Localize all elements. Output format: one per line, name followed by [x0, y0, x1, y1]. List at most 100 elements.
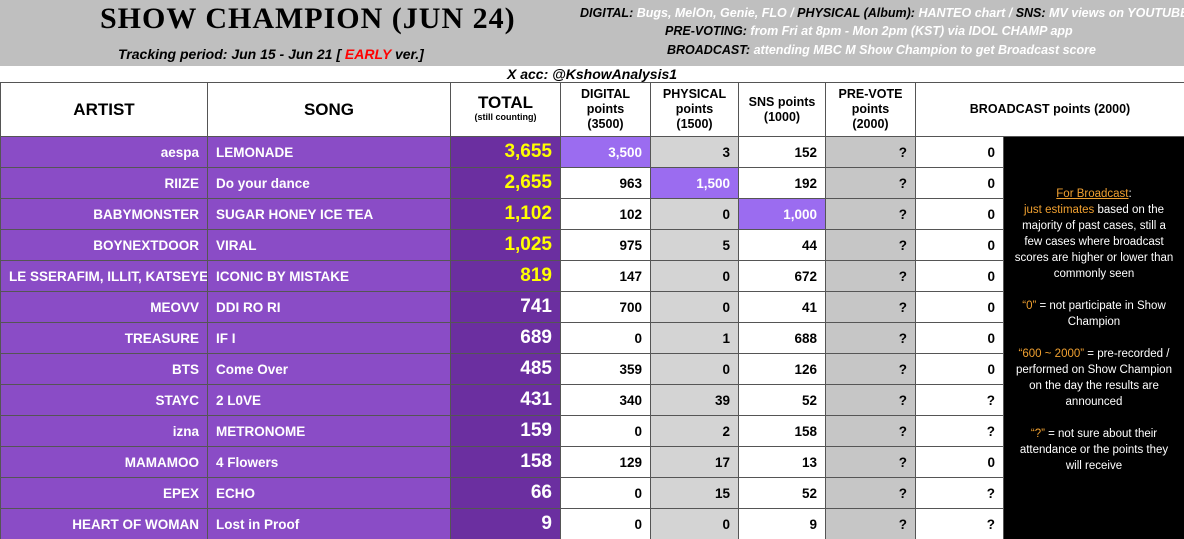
total-cell: 485: [450, 353, 561, 385]
note-line: DIGITAL: Bugs, MelOn, Genie, FLO / PHYSI…: [580, 6, 1184, 20]
header-line: (2000): [852, 117, 889, 131]
text-segment: “600 ~ 2000”: [1018, 348, 1085, 360]
artist-cell: MAMAMOO: [0, 446, 208, 478]
sns-cell: 672: [738, 260, 826, 292]
header-line: BROADCAST points (2000): [969, 102, 1131, 116]
prevote-cell: ?: [825, 229, 916, 261]
text-segment: :: [1128, 188, 1132, 200]
table-row: MEOVV DDI RO RI 741 700 0 41? 0: [0, 291, 1184, 323]
broadcast-cell: 0: [915, 353, 1004, 385]
column-header: DIGITAL points (3500): [560, 82, 651, 137]
prevote-cell: ?: [825, 477, 916, 509]
total-cell: 431: [450, 384, 561, 416]
physical-cell: 1: [650, 322, 739, 354]
prevote-cell: ?: [825, 446, 916, 478]
broadcast-cell: ?: [915, 508, 1004, 539]
song-cell: IF I: [207, 322, 451, 354]
physical-cell: 5: [650, 229, 739, 261]
total-cell: 741: [450, 291, 561, 323]
digital-cell: 147: [560, 260, 651, 292]
text-segment: BROADCAST:: [667, 43, 754, 57]
prevote-cell: ?: [825, 260, 916, 292]
song-cell: Lost in Proof: [207, 508, 451, 539]
text-segment: Bugs, MelOn, Genie, FLO /: [636, 6, 798, 20]
physical-cell: 3: [650, 136, 739, 168]
physical-cell: 0: [650, 260, 739, 292]
artist-cell: BOYNEXTDOOR: [0, 229, 208, 261]
digital-cell: 975: [560, 229, 651, 261]
broadcast-cell: 0: [915, 291, 1004, 323]
physical-cell: 17: [650, 446, 739, 478]
artist-cell: LE SSERAFIM, ILLIT, KATSEYE: [0, 260, 208, 292]
sns-cell: 152: [738, 136, 826, 168]
physical-cell: 0: [650, 291, 739, 323]
header-row: ARTIST SONG TOTAL (still counting) DIGITAL po…: [0, 82, 1184, 137]
header-line: PHYSICAL: [662, 87, 727, 101]
text-segment: attending MBC M Show Champion to get Bro…: [753, 43, 1096, 57]
text-segment: from Fri at 8pm - Mon 2pm (KST) via IDOL…: [750, 24, 1073, 38]
sns-cell: 13: [738, 446, 826, 478]
column-header: BROADCAST points (2000): [915, 82, 1184, 137]
sns-cell: 9: [738, 508, 826, 539]
header-line: points: [675, 102, 714, 116]
physical-cell: 1,500: [650, 167, 739, 199]
text-segment: “?”: [1030, 428, 1045, 440]
note-paragraph: “600 ~ 2000” = pre-recorded / performed …: [1014, 346, 1174, 410]
header-line: points: [851, 102, 890, 116]
broadcast-cell: 0: [915, 322, 1004, 354]
song-cell: 2 L0VE: [207, 384, 451, 416]
header-line: ARTIST: [73, 100, 135, 119]
song-cell: METRONOME: [207, 415, 451, 447]
song-cell: LEMONADE: [207, 136, 451, 168]
song-cell: ICONIC BY MISTAKE: [207, 260, 451, 292]
digital-cell: 0: [560, 322, 651, 354]
digital-cell: 0: [560, 477, 651, 509]
digital-cell: 129: [560, 446, 651, 478]
physical-cell: 2: [650, 415, 739, 447]
header-line: (1500): [676, 117, 713, 131]
title: SHOW CHAMPION (JUN 24): [100, 2, 516, 35]
broadcast-cell: 0: [915, 260, 1004, 292]
header-line: (still counting): [474, 111, 537, 122]
subtitle: Tracking period: Jun 15 - Jun 21 [ EARLY…: [118, 46, 424, 62]
song-cell: Come Over: [207, 353, 451, 385]
text-segment: EARLY: [344, 46, 392, 62]
text-segment: PRE-VOTING:: [665, 24, 751, 38]
total-cell: 3,655: [450, 136, 561, 168]
text-segment: just estimates: [1023, 204, 1095, 216]
artist-cell: BTS: [0, 353, 208, 385]
broadcast-cell: 0: [915, 136, 1004, 168]
song-cell: VIRAL: [207, 229, 451, 261]
table-row: HEART OF WOMAN Lost in Proof 9 0 0 9??: [0, 508, 1184, 539]
text-segment: based on the majority of past cases, sti…: [1014, 204, 1174, 280]
artist-cell: HEART OF WOMAN: [0, 508, 208, 539]
prevote-cell: ?: [825, 322, 916, 354]
physical-cell: 0: [650, 198, 739, 230]
total-cell: 66: [450, 477, 561, 509]
broadcast-cell: 0: [915, 446, 1004, 478]
text-segment: = not participate in Show Champion: [1036, 300, 1166, 328]
note-line: BROADCAST: attending MBC M Show Champion…: [667, 43, 1096, 57]
sns-cell: 192: [738, 167, 826, 199]
digital-cell: 0: [560, 415, 651, 447]
note-line: PRE-VOTING: from Fri at 8pm - Mon 2pm (K…: [665, 24, 1073, 38]
text-segment: MV views on YOUTUBE: [1049, 6, 1184, 20]
text-segment: For Broadcast: [1056, 188, 1129, 200]
column-header: PRE-VOTE points (2000): [825, 82, 916, 137]
sns-cell: 41: [738, 291, 826, 323]
header-line: (1000): [763, 109, 801, 124]
table-row: STAYC 2 L0VE 431 340 39 52??: [0, 384, 1184, 416]
artist-cell: STAYC: [0, 384, 208, 416]
song-cell: DDI RO RI: [207, 291, 451, 323]
header-line: SNS points: [748, 94, 816, 109]
total-cell: 9: [450, 508, 561, 539]
artist-cell: BABYMONSTER: [0, 198, 208, 230]
table-row: TREASURE IF I 689 0 1 688? 0: [0, 322, 1184, 354]
note-paragraph: “?” = not sure about their attendance or…: [1014, 426, 1174, 474]
total-cell: 689: [450, 322, 561, 354]
header-line: PRE-VOTE: [838, 87, 903, 101]
digital-cell: 3,500: [560, 136, 651, 168]
broadcast-note: For Broadcast: just estimates based on t…: [1003, 136, 1184, 539]
prevote-cell: ?: [825, 384, 916, 416]
